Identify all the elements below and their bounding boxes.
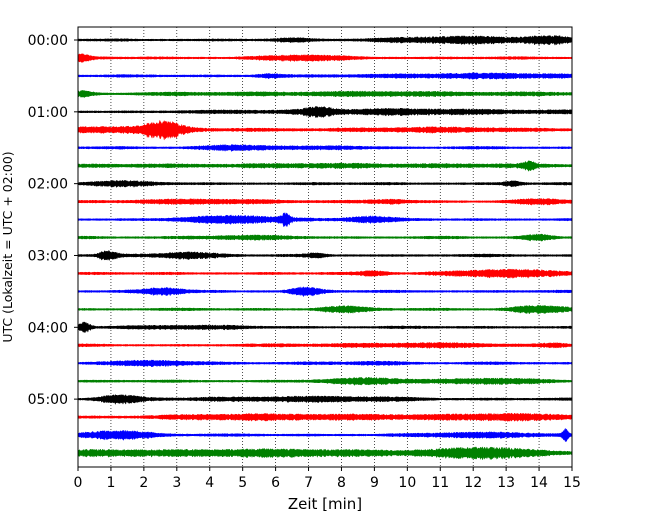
trace-0130 [77,144,573,152]
x-tick-label: 1 [106,475,115,491]
trace-0145 [77,160,573,172]
trace-0200 [77,180,573,188]
y-axis: 00:00 01:00 02:00 03:00 04:00 05:00 [28,33,78,408]
trace-0015 [77,53,573,63]
x-tick-label: 11 [431,475,449,491]
x-axis: 0 1 2 3 4 5 6 7 8 9 10 11 12 13 14 15 [74,467,581,491]
trace-0415 [77,342,573,349]
trace-0515 [77,412,573,422]
x-tick-label: 6 [271,475,280,491]
trace-0245 [77,233,573,242]
plot-frame [77,26,573,468]
x-tick-label: 14 [530,475,548,491]
y-tick-label: 05:00 [28,392,68,408]
trace-0430 [77,359,573,368]
x-tick-label: 15 [563,475,581,491]
trace-0530 [77,428,573,442]
x-tick-label: 7 [304,475,313,491]
y-axis-label: UTC (Lokalzeit = UTC + 02:00) [0,151,15,342]
y-tick-label: 04:00 [28,320,68,336]
trace-0000 [77,35,573,46]
y-tick-label: 02:00 [28,177,68,193]
x-tick-label: 10 [398,475,416,491]
x-tick-label: 0 [74,475,83,491]
x-axis-label: Zeit [min] [288,495,362,513]
trace-0115 [77,120,573,141]
trace-0445 [77,377,573,386]
x-tick-label: 9 [370,475,379,491]
trace-0400 [77,321,573,333]
x-tick-label: 12 [464,475,482,491]
x-tick-label: 4 [205,475,214,491]
trace-0230 [77,212,573,228]
trace-0545 [77,446,573,460]
x-tick-label: 2 [139,475,148,491]
x-tick-label: 8 [337,475,346,491]
x-grid [110,27,540,467]
x-tick-label: 5 [238,475,247,491]
y-tick-label: 00:00 [28,33,68,49]
x-tick-label: 3 [172,475,181,491]
trace-0215 [77,198,573,206]
trace-0500 [77,394,573,405]
y-tick-label: 03:00 [28,248,68,264]
trace-0345 [77,304,573,315]
trace-0300 [77,250,573,261]
trace-0315 [77,268,573,279]
y-tick-label: 01:00 [28,105,68,121]
trace-0100 [77,106,573,118]
traces [77,35,573,460]
x-tick-label: 13 [497,475,515,491]
trace-0030 [77,72,573,80]
trace-0330 [77,286,573,297]
trace-0045 [77,90,573,98]
